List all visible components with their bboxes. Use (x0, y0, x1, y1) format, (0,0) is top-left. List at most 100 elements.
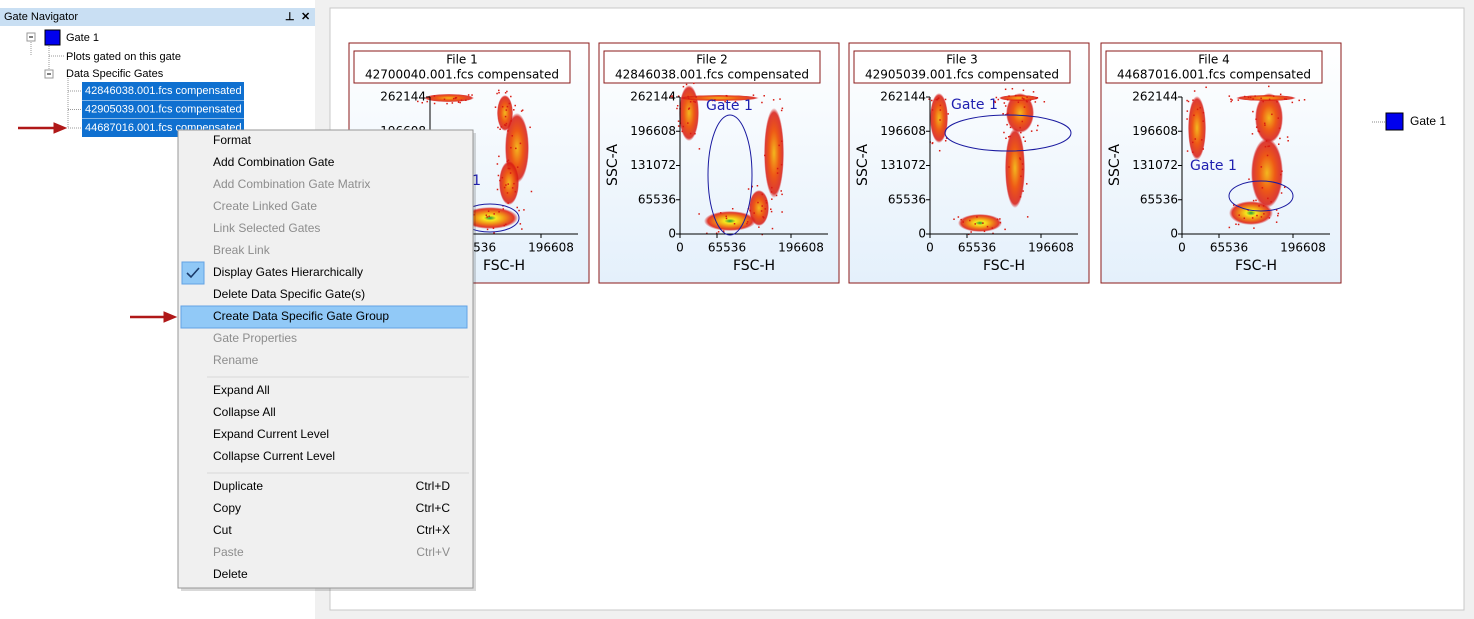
event-dot (999, 221, 1002, 224)
event-dot (994, 100, 996, 103)
event-dot (1019, 157, 1021, 159)
event-dot (530, 190, 533, 193)
event-dot (1243, 95, 1246, 98)
pin-button[interactable]: ⊥ (285, 11, 295, 23)
event-dot (487, 210, 490, 212)
tree-item[interactable]: Plots gated on this gate (66, 51, 181, 63)
density-cluster (679, 95, 759, 101)
event-dot (1271, 113, 1273, 116)
menu-item[interactable]: Cut (213, 523, 232, 537)
density-cluster (1251, 138, 1283, 208)
event-dot (511, 135, 513, 137)
tree-item[interactable]: Gate 1 (66, 32, 99, 44)
menu-item[interactable]: Format (213, 133, 252, 147)
menu-item[interactable]: Expand Current Level (213, 427, 329, 441)
density-cluster (930, 93, 948, 143)
menu-item[interactable]: Duplicate (213, 479, 263, 493)
menu-item[interactable]: Copy (213, 501, 241, 515)
event-dot (935, 98, 938, 101)
menu-item[interactable]: Expand All (213, 383, 270, 397)
event-dot (752, 94, 755, 96)
event-dot (953, 218, 955, 220)
event-dot (1011, 87, 1014, 90)
event-dot (724, 100, 726, 103)
event-dot (746, 222, 748, 225)
event-dot (771, 198, 773, 200)
menu-item[interactable]: Add Combination Gate (213, 155, 335, 169)
event-dot (1266, 154, 1269, 157)
menu-item[interactable]: Display Gates Hierarchically (213, 265, 363, 279)
tree-item-selected[interactable]: 42846038.001.fcs compensated (85, 85, 242, 97)
event-dot (1022, 136, 1025, 139)
event-dot (515, 147, 517, 150)
event-dot (780, 109, 783, 112)
event-dot (502, 208, 505, 210)
event-dot (467, 94, 470, 96)
event-dot (694, 132, 696, 135)
event-dot (1034, 101, 1037, 103)
event-dot (1263, 213, 1265, 215)
event-dot (1270, 200, 1272, 203)
close-button[interactable]: ✕ (301, 11, 310, 23)
y-tick-label: 262144 (630, 90, 676, 104)
event-dot (508, 102, 511, 105)
selection (82, 100, 244, 119)
event-dot (471, 94, 473, 96)
event-dot (1252, 98, 1254, 100)
event-dot (693, 100, 695, 103)
menu-item[interactable]: Create Data Specific Gate Group (213, 309, 389, 323)
event-dot (1251, 217, 1254, 219)
tree-item[interactable]: Data Specific Gates (66, 68, 164, 80)
event-dot (433, 102, 436, 105)
event-dot (1021, 120, 1024, 123)
event-dot (1265, 140, 1268, 142)
event-dot (505, 109, 508, 111)
event-dot (443, 98, 446, 101)
event-dot (1263, 122, 1266, 125)
event-dot (1291, 101, 1294, 104)
event-dot (781, 211, 783, 213)
event-dot (714, 98, 716, 101)
plot-file: 42846038.001.fcs compensated (615, 68, 809, 82)
event-dot (465, 99, 467, 101)
event-dot (1255, 126, 1258, 128)
event-dot (1186, 118, 1188, 120)
event-dot (668, 96, 671, 99)
plot-title-box (603, 50, 821, 84)
menu-item: Break Link (213, 243, 271, 257)
event-dot (764, 208, 767, 210)
gate[interactable] (944, 114, 1072, 152)
event-dot (1186, 99, 1188, 102)
gate[interactable] (1228, 180, 1294, 212)
event-dot (1279, 137, 1281, 140)
event-dot (931, 142, 934, 144)
event-dot (494, 106, 497, 108)
event-dot (421, 101, 424, 104)
plot-title-box (1105, 50, 1323, 84)
event-dot (762, 216, 765, 219)
event-dot (719, 212, 722, 214)
density-cluster (1236, 95, 1296, 101)
tree-item-selected[interactable]: 42905039.001.fcs compensated (85, 103, 242, 115)
menu-item[interactable]: Collapse All (213, 405, 276, 419)
event-dot (781, 107, 784, 110)
event-dot (496, 163, 499, 165)
menu-item[interactable]: Collapse Current Level (213, 449, 335, 463)
event-dot (1186, 110, 1189, 112)
event-dot (417, 100, 419, 103)
menu-item[interactable]: Delete Data Specific Gate(s) (213, 287, 365, 301)
event-dot (1283, 186, 1286, 189)
event-dot (1264, 124, 1266, 126)
event-dot (488, 215, 490, 218)
check-mark (186, 267, 200, 279)
y-tick-label: 0 (668, 227, 676, 241)
density-cluster (1006, 93, 1034, 133)
event-dot (514, 190, 517, 193)
event-dot (1264, 145, 1267, 148)
gate[interactable] (707, 114, 753, 236)
menu-item: Paste (213, 545, 244, 559)
event-dot (670, 95, 672, 97)
event-dot (1201, 139, 1203, 141)
menu-item[interactable]: Delete (213, 567, 248, 581)
event-dot (733, 222, 736, 225)
